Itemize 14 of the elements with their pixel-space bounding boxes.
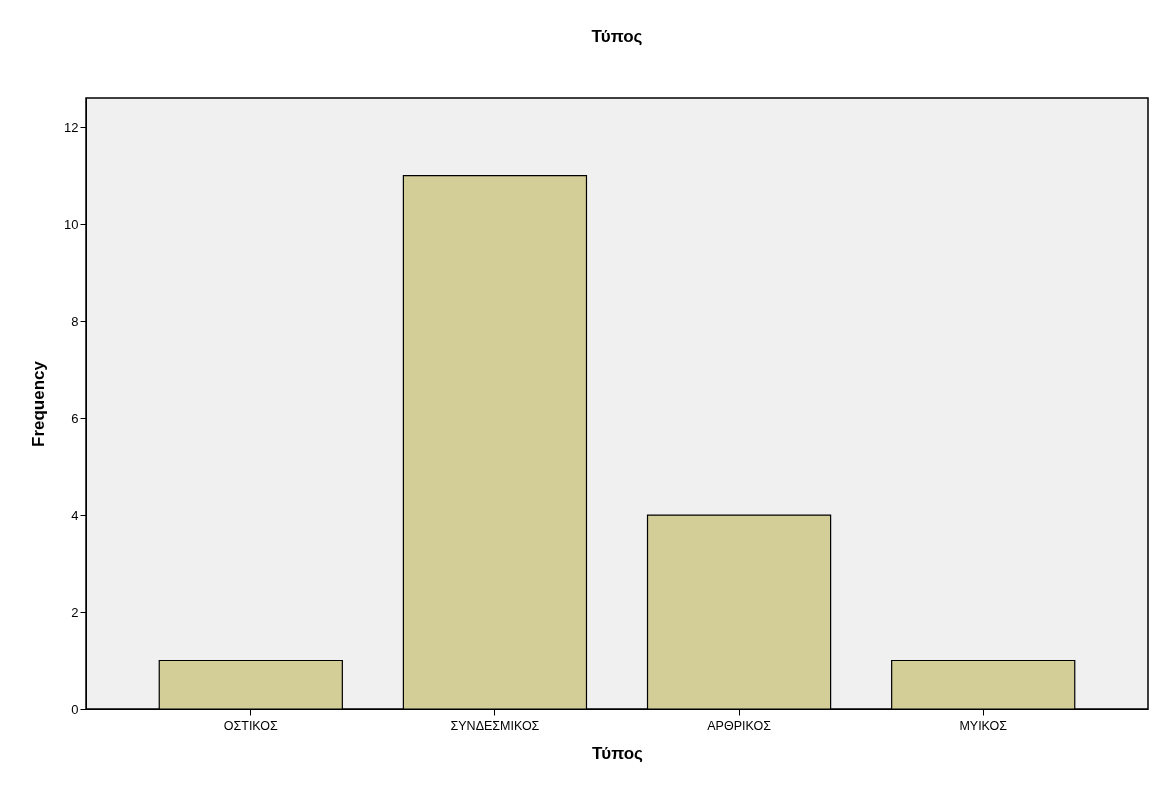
y-tick-label: 8 — [71, 313, 79, 329]
y-tick-label: 0 — [71, 701, 79, 717]
x-tick-label: ΑΡΘΡΙΚΟΣ — [707, 718, 772, 733]
y-tick-label: 4 — [71, 507, 79, 523]
y-tick-label: 6 — [71, 410, 79, 426]
x-axis-title: Τύπος — [592, 744, 644, 763]
x-tick-label: ΜΥΙΚΟΣ — [959, 718, 1008, 733]
y-tick-label: 12 — [64, 119, 79, 135]
chart-title: Τύπος — [591, 27, 643, 46]
y-tick-label: 10 — [64, 216, 79, 232]
y-axis-title: Frequency — [29, 360, 49, 447]
x-tick-label: ΟΣΤΙΚΟΣ — [223, 718, 279, 733]
x-tick-label: ΣΥΝΔΕΣΜΙΚΟΣ — [450, 718, 540, 733]
y-tick-label: 2 — [71, 604, 79, 620]
